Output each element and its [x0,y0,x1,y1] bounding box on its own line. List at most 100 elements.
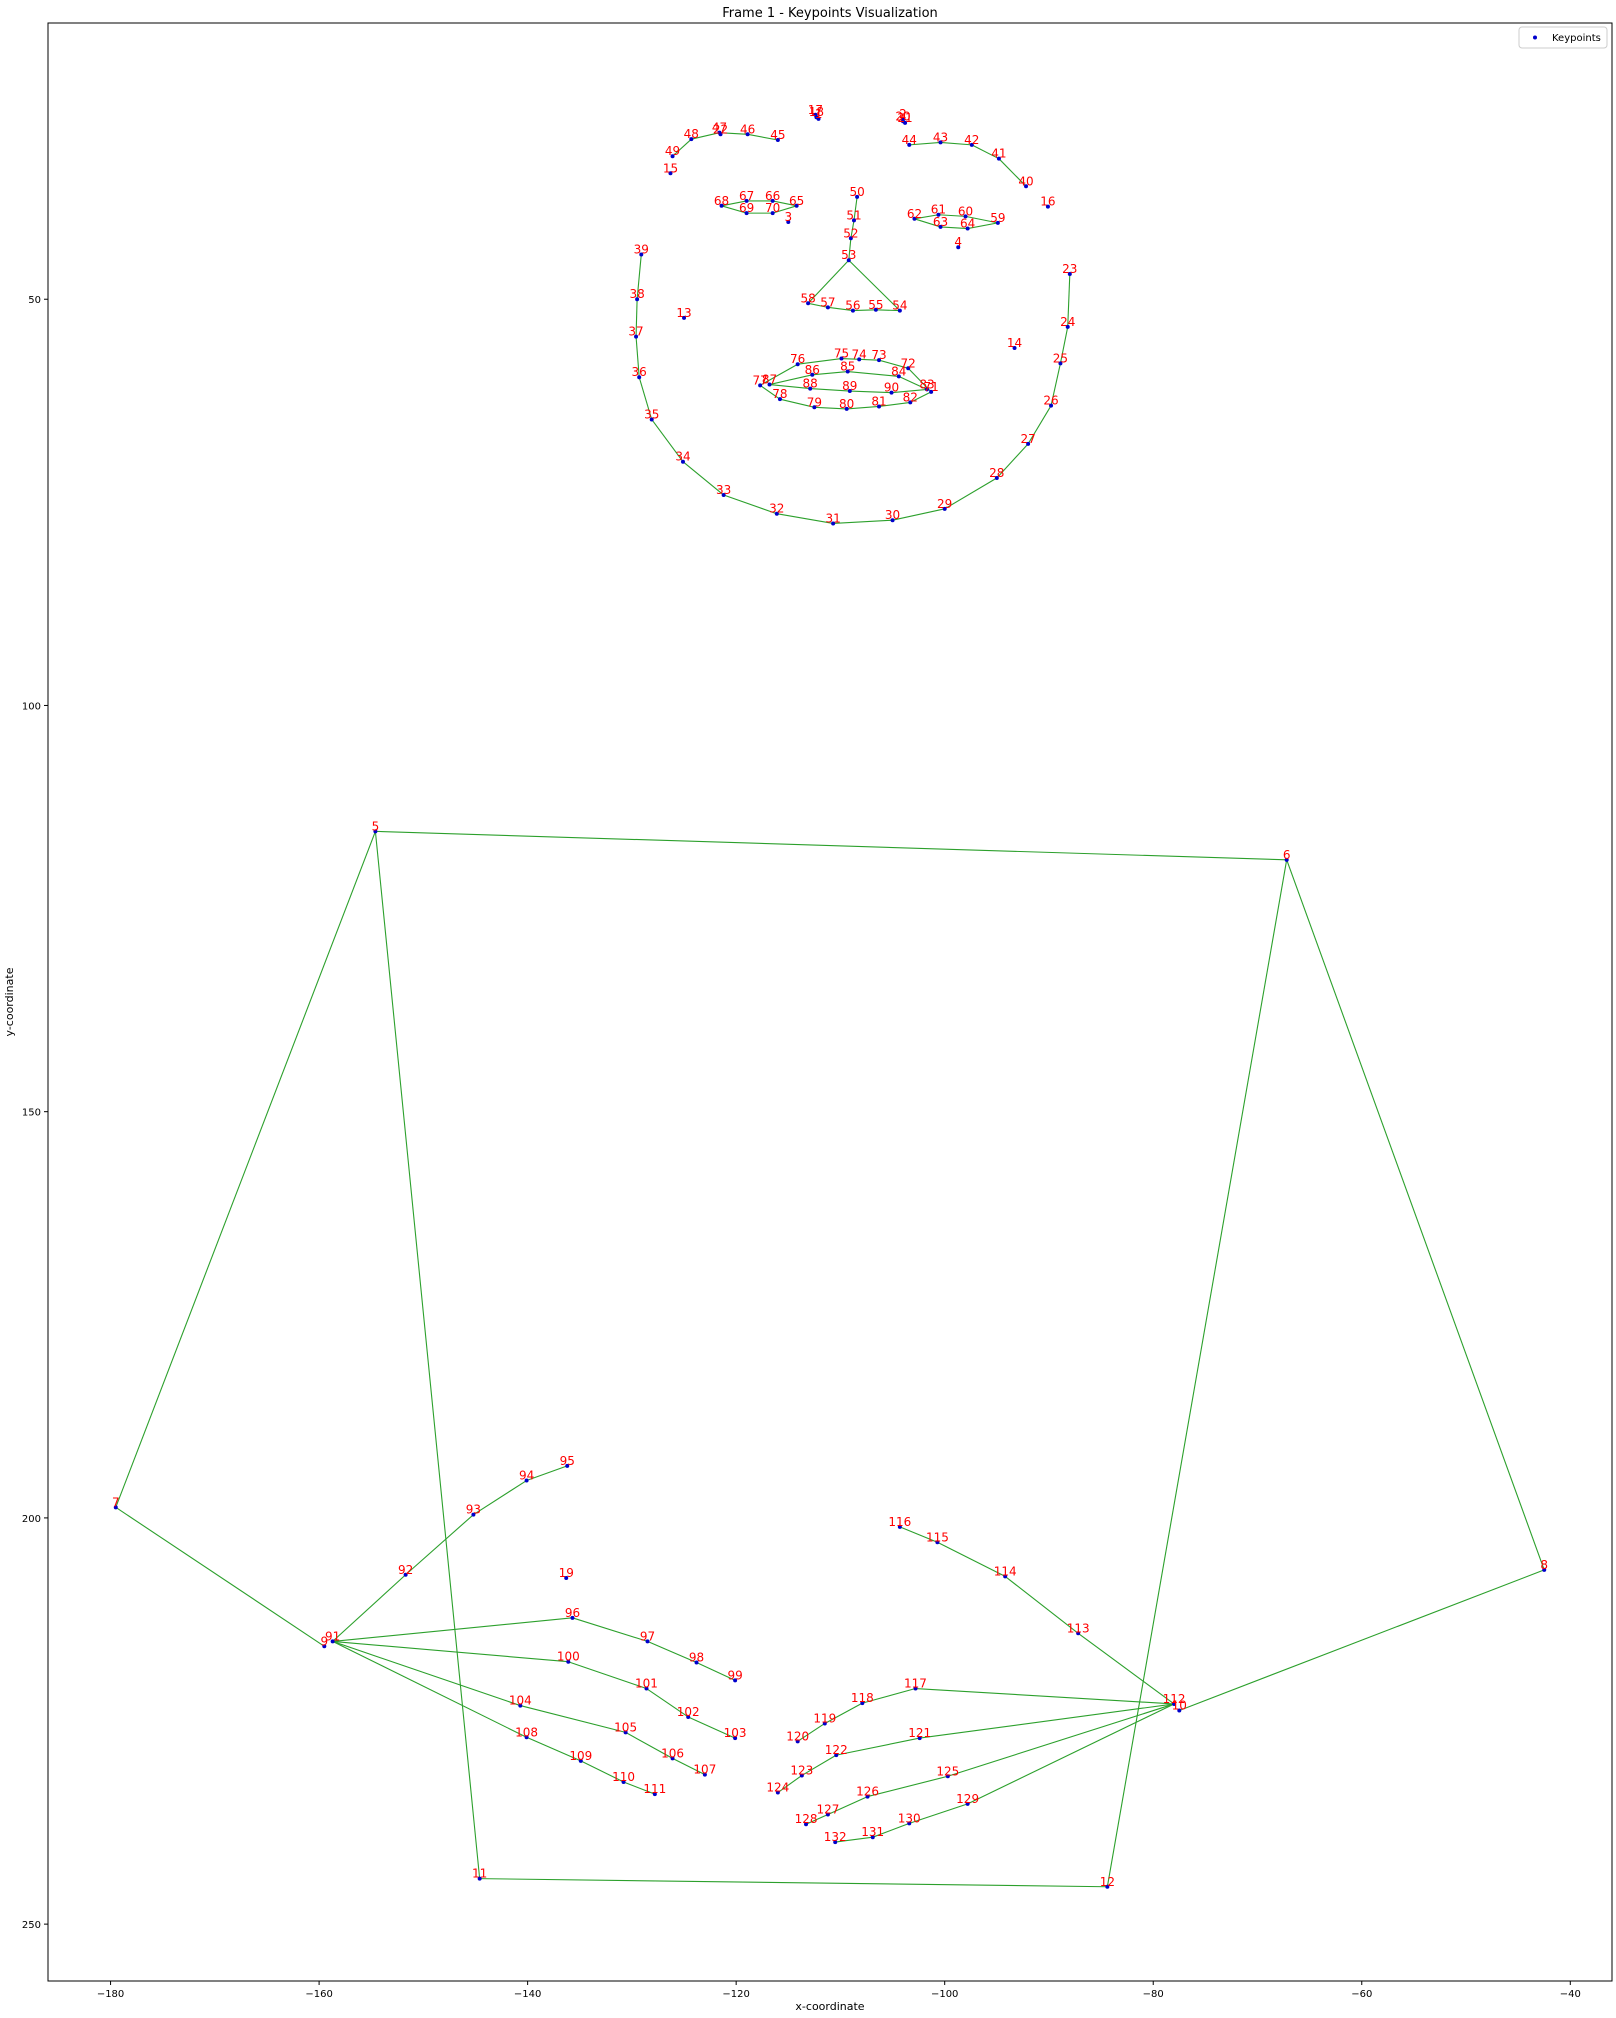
connection-line-30-31 [833,519,893,525]
keypoint-label-83: 83 [919,377,934,391]
keypoint-label-29: 29 [937,497,952,511]
keypoint-56 [850,308,855,313]
connection-line-84-85 [847,370,899,377]
keypoint-46 [745,132,750,137]
keypoint-3 [786,220,791,225]
keypoint-label-99: 99 [727,1668,742,1682]
connection-line-92-93 [405,1514,474,1576]
keypoint-label-84: 84 [891,364,906,378]
keypoint-53 [846,258,851,263]
connection-line-68-69 [721,205,747,214]
keypoint-61 [936,212,941,217]
keypoint-label-114: 114 [994,1564,1017,1578]
connection-line-65-66 [772,200,797,207]
connection-line-77-78 [759,384,781,400]
connection-line-74-75 [841,357,860,360]
connection-line-106-107 [672,1757,706,1776]
connection-line-27-28 [996,443,1029,479]
connection-line-60-61 [938,214,966,217]
keypoint-80 [844,406,849,411]
y-axis-label: y-coordinate [3,967,16,1036]
x-tick-label: −180 [97,1989,124,2000]
keypoint-label-65: 65 [789,194,804,208]
connection-lines [115,132,1545,1888]
connection-line-57-58 [807,302,829,308]
keypoint-label-6: 6 [1283,848,1291,862]
keypoint-label-98: 98 [689,1651,704,1665]
keypoint-label-94: 94 [519,1469,534,1483]
connection-line-81-82 [878,401,911,408]
keypoint-label-67: 67 [739,189,754,203]
keypoint-label-21: 21 [897,111,912,125]
keypoint-85 [845,369,850,374]
keypoint-label-103: 103 [724,1726,747,1740]
keypoint-label-58: 58 [800,291,815,305]
legend-entry-keypoints: Keypoints [1552,33,1601,44]
x-tick-label: −160 [305,1989,332,2000]
keypoint-50 [855,194,860,199]
connection-line-36-37 [635,336,640,378]
connection-line-85-86 [812,370,848,376]
keypoint-115 [935,1540,940,1545]
keypoint-label-25: 25 [1053,351,1068,365]
connection-line-88-89 [810,388,850,392]
connection-line-37-38 [635,299,638,337]
keypoint-14 [1012,345,1017,350]
connection-line-8-10 [1179,1569,1545,1711]
keypoint-label-14: 14 [1007,336,1022,350]
connection-line-112-125 [947,1703,1175,1777]
keypoint-73 [877,358,882,363]
connection-line-38-39 [636,254,642,300]
keypoint-label-30: 30 [885,508,900,522]
connection-line-104-105 [520,1705,626,1733]
connection-line-121-122 [836,1737,920,1756]
x-axis-ticks: −180 −160 −140 −120 −100 −80 −60 −40 [97,1981,1581,2000]
keypoint-8 [1542,1567,1547,1572]
keypoint-44 [907,142,912,147]
keypoint-label-33: 33 [716,483,731,497]
keypoint-31 [831,521,836,526]
keypoint-97 [645,1639,650,1644]
keypoint-label-72: 72 [901,356,916,370]
y-tick-label: 150 [22,1108,41,1119]
keypoint-81 [877,404,882,409]
keypoint-64 [965,226,970,231]
keypoint-132 [833,1840,838,1845]
keypoint-77 [758,383,763,388]
connection-line-5-6 [375,830,1287,861]
connection-line-40-41 [998,158,1027,187]
keypoint-116 [897,1524,902,1529]
keypoint-75 [839,356,844,361]
keypoint-label-52: 52 [843,226,858,240]
keypoint-122 [834,1753,839,1758]
connection-line-102-103 [687,1716,736,1739]
keypoint-127 [825,1812,830,1817]
keypoint-93 [471,1512,476,1517]
keypoint-label-102: 102 [677,1705,700,1719]
keypoint-124 [775,1790,780,1795]
keypoint-12 [1105,1884,1110,1889]
connection-line-7-9 [115,1506,325,1647]
keypoint-16 [1045,204,1050,209]
keypoint-109 [578,1758,583,1763]
keypoint-label-51: 51 [846,208,861,222]
keypoint-label-71: 71 [923,380,938,394]
keypoint-label-104: 104 [509,1694,532,1708]
keypoint-47 [717,130,722,135]
keypoint-label-68: 68 [714,194,729,208]
keypoint-21 [903,120,908,125]
keypoint-28 [994,475,999,480]
connection-line-89-90 [849,390,892,394]
connection-line-130-131 [872,1822,910,1838]
connection-line-113-114 [1004,1575,1079,1634]
connection-line-54-55 [875,309,900,312]
keypoint-label-38: 38 [629,287,644,301]
keypoint-84 [896,374,901,379]
x-tick-label: −100 [931,1989,958,2000]
connection-line-117-118 [862,1687,916,1704]
keypoint-91 [330,1639,335,1644]
keypoint-label-20: 20 [895,109,910,123]
keypoint-130 [907,1821,912,1826]
keypoint-119 [822,1721,827,1726]
keypoint-15 [668,171,673,176]
